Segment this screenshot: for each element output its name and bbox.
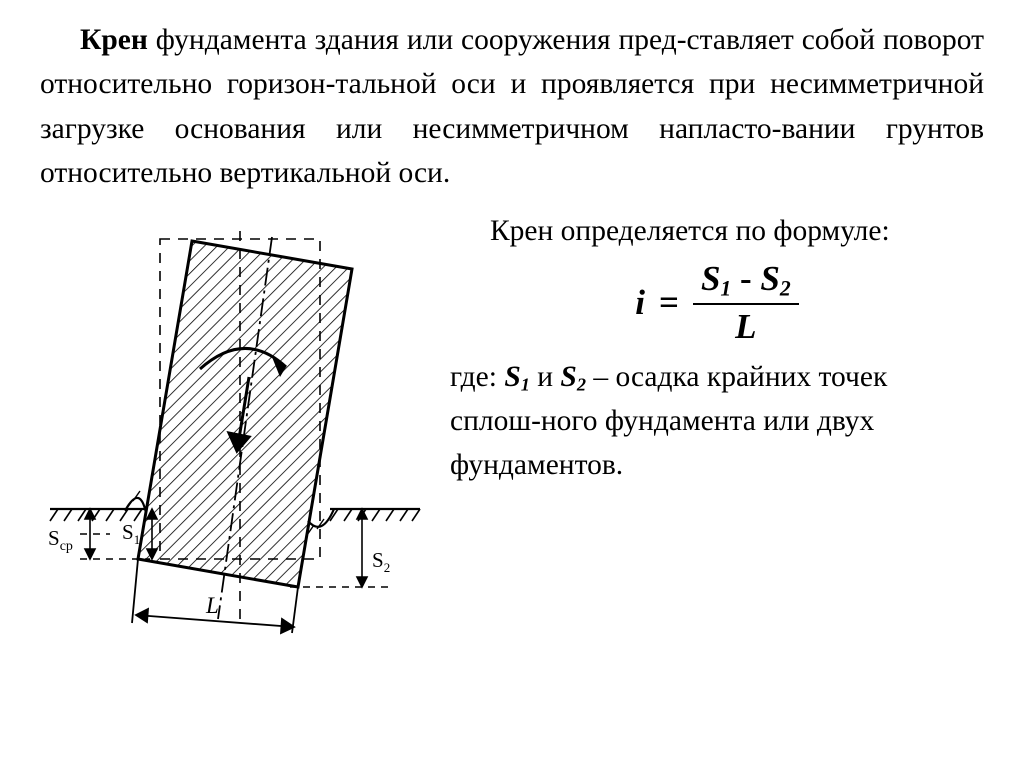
ground-left [50,491,146,521]
formula-fraction: S1 - S2 L [693,257,799,348]
diagram-container: Sср S1 S2 [40,209,430,649]
para-rest: фундамента здания или сооружения пред-ст… [40,24,984,189]
formula-intro: Крен определяется по формуле: [450,209,984,253]
formula-numerator: S1 - S2 [693,257,799,303]
right-column: Крен определяется по формуле: i = S1 - S… [450,209,984,649]
tilt-diagram: Sср S1 S2 [40,219,430,649]
formula-lhs: i [635,277,645,330]
label-s2: S2 [372,548,390,575]
formula-eq: = [659,277,679,330]
lower-row: Sср S1 S2 [40,209,984,649]
para-bold-lead: Крен [80,24,148,56]
label-s1: S1 [122,520,140,547]
formula-denominator: L [727,305,764,349]
formula: i = S1 - S2 L [450,257,984,348]
main-paragraph: Крен фундамента здания или сооружения пр… [40,18,984,195]
label-L: L [205,593,219,618]
where-clause: где: S1 и S2 – осадка крайних точек спло… [450,355,984,488]
label-scp: Sср [48,526,73,554]
